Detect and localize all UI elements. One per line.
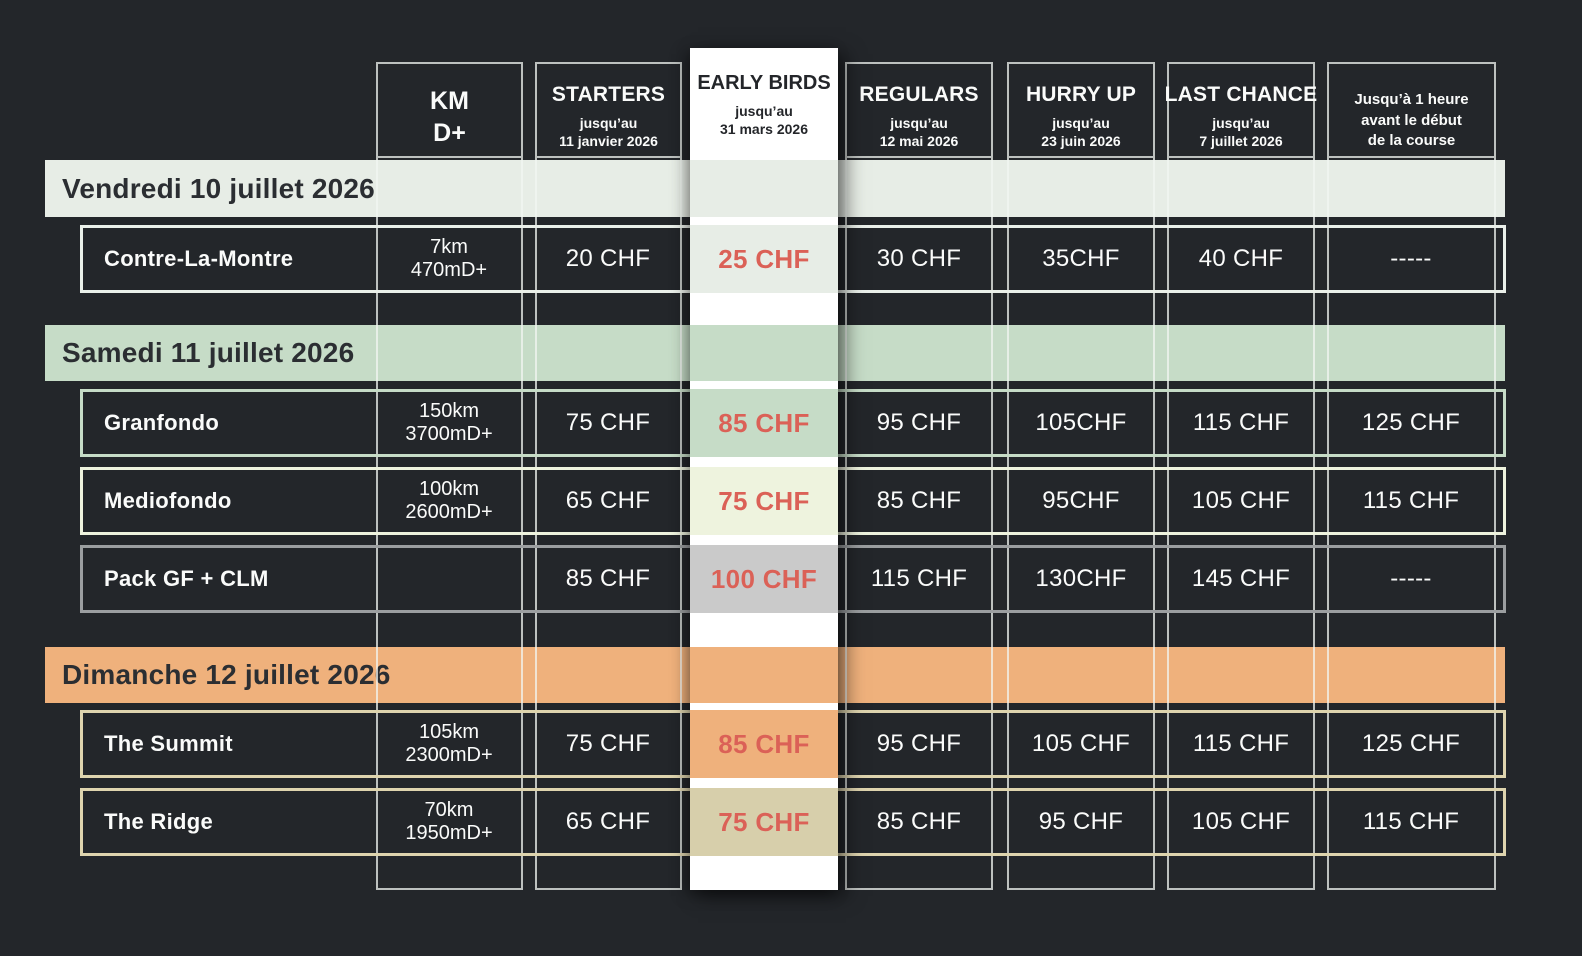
early-band-samedi	[690, 325, 838, 381]
price-last-chance: 40 CHF	[1198, 245, 1284, 272]
price-regulars: 95 CHF	[876, 730, 962, 757]
race-row-pack-gf-clm: Pack GF + CLM 85 CHF 115 CHF 130CHF 145 …	[80, 545, 1506, 613]
price-hurry-up: 95 CHF	[1038, 808, 1124, 835]
price-early-birds: 85 CHF	[690, 710, 838, 778]
price-last-minute: 125 CHF	[1361, 409, 1461, 436]
price-hurry-up: 105 CHF	[1031, 730, 1131, 757]
race-name: The Summit	[104, 731, 233, 756]
column-title: EARLY BIRDS	[697, 72, 831, 94]
race-distance: 105km 2300mD+	[405, 721, 493, 766]
race-name: The Ridge	[104, 809, 214, 834]
column-subtitle: jusqu’au 7 juillet 2026	[1199, 115, 1283, 150]
price-starters: 65 CHF	[565, 487, 651, 514]
price-regulars: 30 CHF	[876, 245, 962, 272]
price-starters: 65 CHF	[565, 808, 651, 835]
column-title: STARTERS	[551, 83, 666, 106]
early-birds-column: EARLY BIRDS jusqu’au 31 mars 2026 25 CHF…	[690, 48, 838, 890]
price-last-chance: 115 CHF	[1192, 409, 1290, 436]
column-header-km: KM D+	[378, 64, 521, 158]
early-band-vendredi	[690, 160, 838, 217]
price-regulars: 115 CHF	[870, 565, 968, 592]
price-last-minute: -----	[1390, 565, 1432, 592]
race-distance: 70km 1950mD+	[405, 799, 493, 844]
day-label-dimanche: Dimanche 12 juillet 2026	[62, 659, 391, 690]
price-starters: 75 CHF	[565, 409, 651, 436]
race-distance	[376, 548, 522, 610]
price-early-birds: 25 CHF	[690, 225, 838, 293]
price-early-birds: 75 CHF	[690, 467, 838, 535]
price-hurry-up: 35CHF	[1042, 245, 1120, 272]
race-name: Contre-La-Montre	[104, 246, 294, 271]
column-subtitle: jusqu’au 31 mars 2026	[720, 103, 808, 138]
column-subtitle: jusqu’au 12 mai 2026	[879, 115, 959, 150]
price-hurry-up: 95CHF	[1042, 487, 1120, 514]
price-last-chance: 145 CHF	[1191, 565, 1291, 592]
price-starters: 85 CHF	[565, 565, 651, 592]
column-header-last-chance: LAST CHANCE jusqu’au 7 juillet 2026	[1165, 64, 1317, 158]
price-last-minute: 115 CHF	[1362, 487, 1460, 514]
price-starters: 75 CHF	[565, 730, 651, 757]
column-title: REGULARS	[859, 83, 979, 106]
price-regulars: 85 CHF	[876, 487, 962, 514]
price-last-chance: 105 CHF	[1191, 487, 1291, 514]
price-last-chance: 115 CHF	[1192, 730, 1290, 757]
early-band-dimanche	[690, 647, 838, 703]
price-starters: 20 CHF	[565, 245, 651, 272]
race-distance: 7km 470mD+	[410, 236, 488, 281]
price-last-chance: 105 CHF	[1191, 808, 1291, 835]
price-early-birds: 75 CHF	[690, 788, 838, 856]
race-name: Pack GF + CLM	[104, 566, 269, 591]
column-title: LAST CHANCE	[1164, 83, 1318, 106]
price-early-birds: 100 CHF	[690, 545, 838, 613]
race-distance: 150km 3700mD+	[405, 400, 493, 445]
column-title: KM D+	[430, 83, 469, 149]
column-title: Jusqu’à 1 heure avant le début de la cou…	[1354, 91, 1469, 150]
column-header-hurry-up: HURRY UP jusqu’au 23 juin 2026	[1009, 64, 1153, 158]
column-subtitle: jusqu’au 23 juin 2026	[1041, 115, 1121, 150]
column-header-last-minute: Jusqu’à 1 heure avant le début de la cou…	[1329, 64, 1494, 158]
price-early-birds: 85 CHF	[690, 389, 838, 457]
price-last-minute: -----	[1390, 245, 1432, 272]
column-subtitle: jusqu’au 11 janvier 2026	[559, 115, 658, 150]
race-name: Granfondo	[104, 410, 220, 435]
price-last-minute: 115 CHF	[1362, 808, 1460, 835]
km-label: KM	[430, 87, 469, 115]
price-regulars: 85 CHF	[876, 808, 962, 835]
column-header-starters: STARTERS jusqu’au 11 janvier 2026	[537, 64, 680, 158]
day-label-samedi: Samedi 11 juillet 2026	[62, 337, 355, 368]
day-label-vendredi: Vendredi 10 juillet 2026	[62, 172, 375, 204]
dplus-label: D+	[433, 119, 466, 147]
price-regulars: 95 CHF	[876, 409, 962, 436]
column-title: HURRY UP	[1025, 83, 1137, 106]
race-distance: 100km 2600mD+	[405, 478, 493, 523]
price-hurry-up: 130CHF	[1035, 565, 1127, 592]
price-hurry-up: 105CHF	[1035, 409, 1127, 436]
race-name: Mediofondo	[104, 488, 232, 513]
column-header-early-birds: EARLY BIRDS jusqu’au 31 mars 2026	[690, 48, 838, 160]
price-last-minute: 125 CHF	[1361, 730, 1461, 757]
column-header-regulars: REGULARS jusqu’au 12 mai 2026	[847, 64, 991, 158]
